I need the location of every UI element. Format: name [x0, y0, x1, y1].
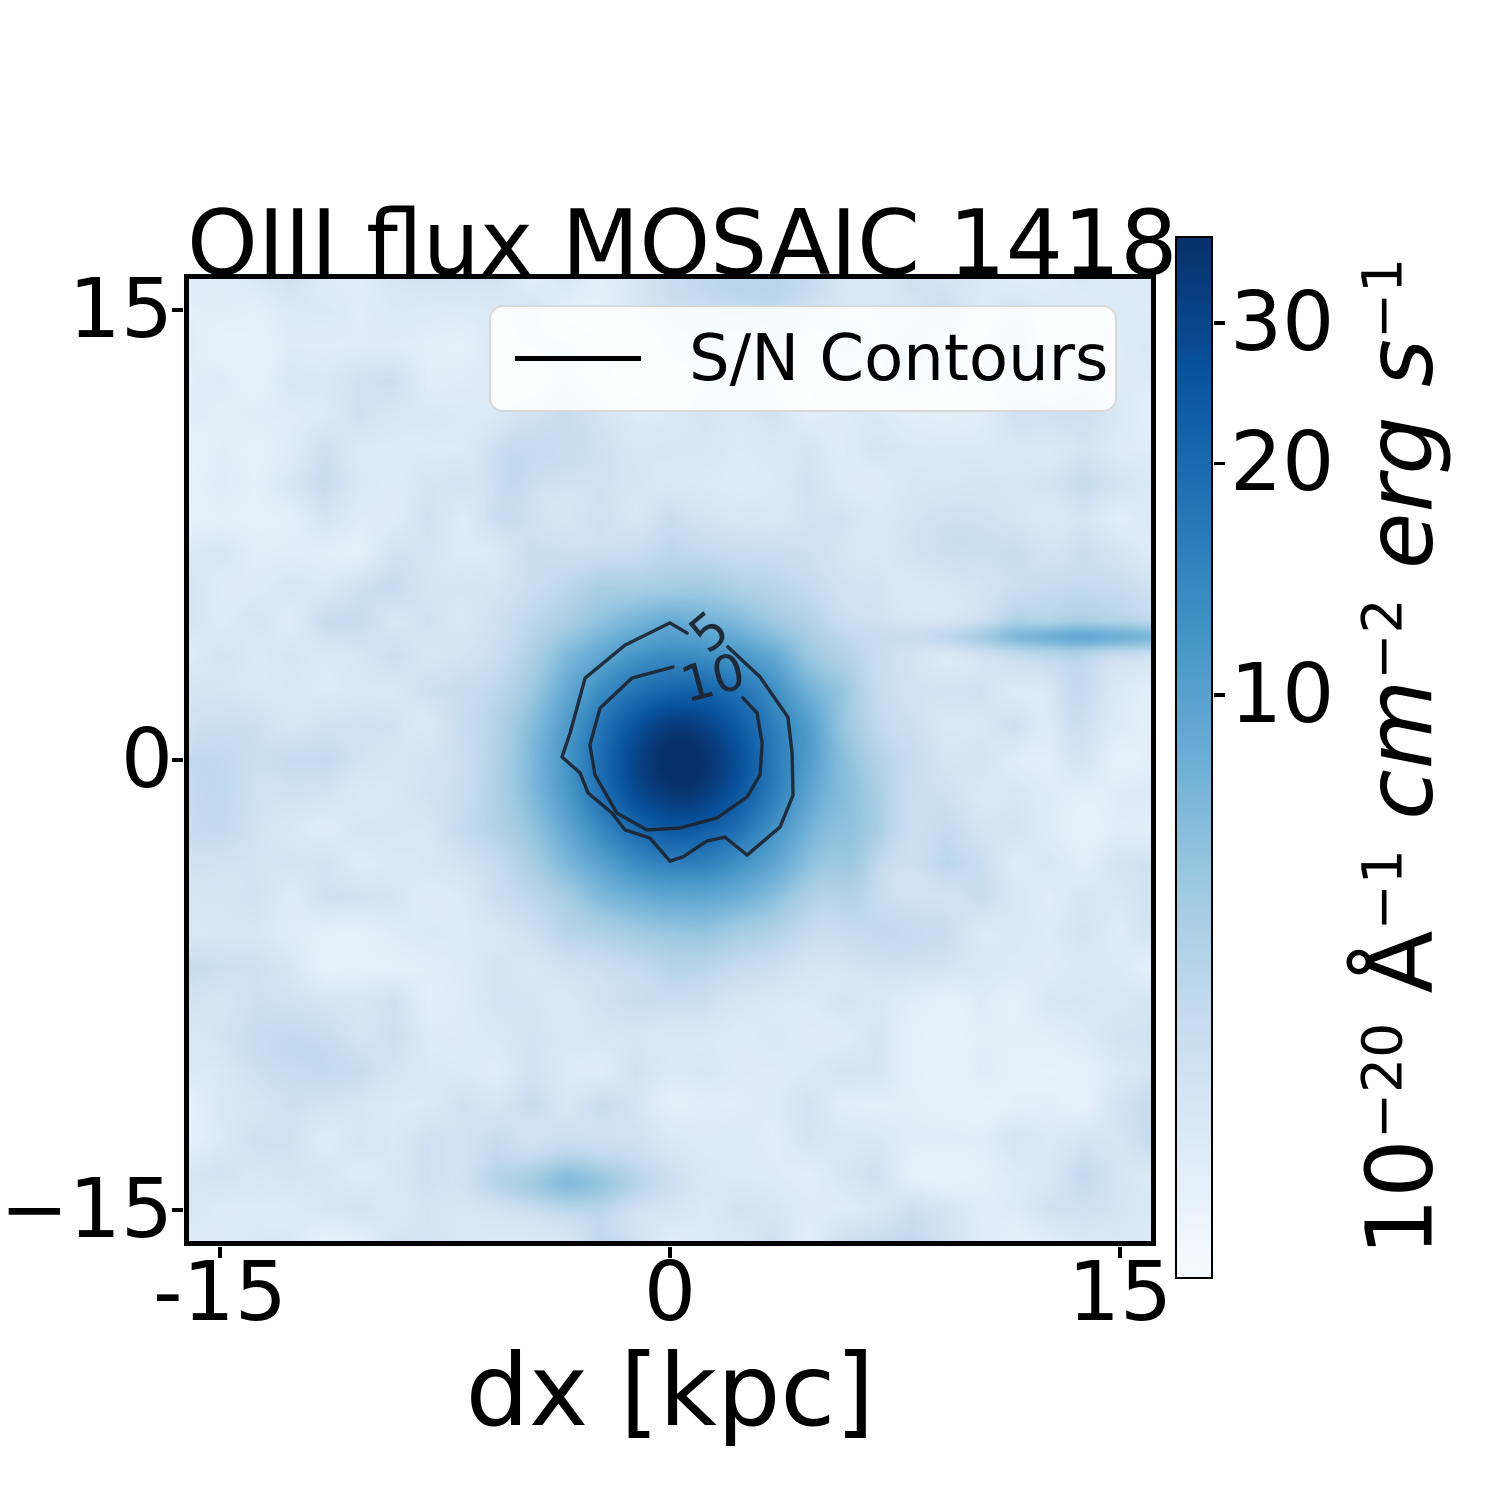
- x-axis-label: dx [kpc]: [465, 1332, 875, 1449]
- colorbar-axis-label: 10−20 Å−1 cm−2 erg s−1: [1347, 258, 1454, 1257]
- x-tick-mark: [218, 1247, 222, 1258]
- colorbar-tick-mark: [1214, 321, 1225, 325]
- legend-box: S/N Contours: [489, 305, 1117, 412]
- x-tick-label-15: 15: [1067, 1245, 1173, 1340]
- colorbar-gradient: [1177, 238, 1211, 1277]
- colorbar-tick-label-10: 10: [1230, 647, 1335, 743]
- colorbar-label-part: Å: [1346, 930, 1454, 1023]
- legend-line-sample: [515, 356, 641, 361]
- colorbar-label-part: erg s: [1346, 339, 1454, 599]
- colorbar-label-part: 10: [1346, 1139, 1454, 1257]
- contour-label-10: 10: [675, 642, 751, 714]
- x-tick-label-0: 0: [643, 1245, 697, 1340]
- x-tick-mark: [1118, 1247, 1122, 1258]
- y-tick-mark: [172, 1208, 183, 1212]
- x-tick-mark: [668, 1247, 672, 1258]
- colorbar-label-part: −20: [1351, 1022, 1416, 1140]
- x-tick-label-neg15: -15: [153, 1245, 287, 1340]
- colorbar-label-part: −1: [1351, 257, 1416, 340]
- y-tick-label-neg15: −15: [0, 1162, 174, 1257]
- colorbar-tick-mark: [1214, 693, 1225, 697]
- y-tick-label-0: 0: [120, 712, 173, 807]
- y-tick-mark: [172, 758, 183, 762]
- y-tick-mark: [172, 308, 183, 312]
- colorbar-tick-label-20: 20: [1230, 415, 1335, 511]
- colorbar: [1175, 236, 1213, 1279]
- contour-level-5: [560, 621, 795, 863]
- y-tick-label-15: 15: [68, 262, 173, 357]
- contour-level-10: [588, 665, 764, 832]
- colorbar-tick-label-30: 30: [1230, 275, 1335, 371]
- legend-label: S/N Contours: [689, 321, 1109, 396]
- sn-contours-overlay: 5 10: [560, 599, 795, 863]
- colorbar-label-part: cm: [1346, 679, 1454, 850]
- colorbar-tick-mark: [1214, 461, 1225, 466]
- colorbar-label-part: −1: [1351, 849, 1416, 931]
- colorbar-label-part: −2: [1351, 598, 1416, 680]
- flux-heatmap: [187, 277, 1153, 1243]
